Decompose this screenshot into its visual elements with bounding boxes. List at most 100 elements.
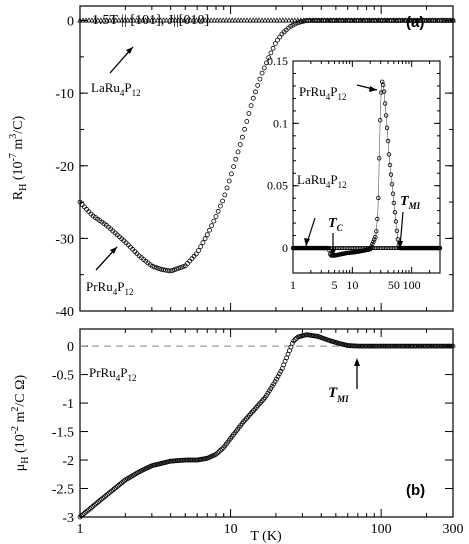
panel-a-laru4p12-point (342, 17, 349, 23)
inset-xtick-label: 50 (388, 278, 400, 292)
panel-b-tmi-arrowhead (354, 358, 360, 366)
panel-a-prru4p12-point (200, 240, 206, 246)
panel-b-prru4p12-point (272, 379, 278, 385)
panel-b-ytick-label: -1 (62, 397, 74, 412)
panel-a-laru4p12-point (148, 17, 155, 23)
panel-a-prru4p12-point (235, 149, 241, 155)
panel-b-prru4p12-point (274, 376, 279, 382)
panel-a-laru4p12-point (339, 17, 346, 23)
panel-a-laru4p12-point (229, 17, 235, 23)
panel-a-laru4p12-point (289, 17, 295, 23)
panel-a-prru4p12-point (211, 218, 217, 224)
panel-a-series-label-prru4p12: PrRu4P12 (86, 279, 133, 297)
inset-prru4p12-point (374, 229, 379, 234)
panel-a-laru4p12-point (259, 17, 265, 23)
panel-a-laru4p12-point (268, 17, 274, 23)
panel-a-laru4p12-point (307, 17, 313, 23)
panel-a-laru4p12-point (396, 17, 403, 23)
panel-a-laru4p12-point (411, 17, 417, 23)
panel-a-laru4p12-point (80, 17, 86, 23)
panel-b-prru4p12-point (81, 511, 87, 516)
panel-b-ytick-labels: 0 -0.5 -1 -1.5 -2 -2.5 -3 (52, 340, 74, 526)
panel-a-laru4p12-point (86, 17, 92, 23)
panel-a-laru4p12-point (247, 17, 253, 23)
panel-a-laru4p12-point (160, 17, 167, 23)
panel-a-laru4p12-point (172, 17, 179, 23)
panel-a-prru4p12-point (213, 214, 219, 219)
panel-a-ytick-label: -40 (55, 305, 74, 320)
inset-tmi-label: TMI (400, 194, 421, 211)
panel-a-laru4p12-point (154, 17, 161, 23)
panel-a-laru4p12-point (450, 17, 456, 23)
panel-a-laru4p12-point (262, 17, 268, 23)
inset-prru4p12-point (381, 89, 387, 94)
panel-a-laru4p12-point (423, 17, 429, 23)
panel-a-laru4p12-point (89, 17, 95, 23)
inset-prru4p12-point (385, 138, 391, 144)
panel-a-prru4p12-point (228, 171, 234, 177)
inset-series-label-prru4p12: PrRu4P12 (299, 84, 346, 102)
inset-marks (290, 79, 443, 258)
panel-a-laru4p12-point (298, 17, 304, 23)
panel-a-prru4p12-point (437, 18, 443, 23)
panel-a-laru4p12-point (232, 17, 238, 23)
panel-a-prru4p12-point (217, 203, 223, 209)
panel-a-laru4p12-point (196, 17, 203, 23)
inset-xtick-label: 100 (403, 278, 421, 292)
panel-a-laru4p12-point (107, 17, 113, 23)
panel-a-laru4p12-point (366, 17, 373, 23)
panel-a-laru4p12-point (369, 17, 376, 23)
panel-a-laru4p12-point (351, 17, 358, 23)
panel-a-laru4p12-point (429, 17, 435, 23)
panel-a-prru4p12-point (152, 264, 158, 270)
panel-b-ytick-label: -2 (62, 454, 74, 469)
panel-b-prru4p12-point (89, 505, 94, 510)
panel-a-prru4p12-point (202, 236, 208, 242)
panel-a-laru4p12-point (375, 17, 382, 23)
panel-a-prru4p12-point (167, 268, 173, 274)
panel-a-ytick-label: -30 (55, 232, 74, 247)
panel-a-prru4p12-point (193, 251, 199, 257)
panel-a-laru4p12-point (348, 17, 355, 23)
panel-a-laru4p12-point (295, 17, 301, 23)
panel-b-prru4p12-point (84, 508, 90, 514)
panel-a-prru4p12-point (226, 178, 232, 184)
panel-a-laru4p12-point (127, 17, 134, 23)
panel-a-laru4p12-point (333, 17, 340, 23)
panel-b-prru4p12-point (276, 371, 282, 377)
inset-prru4p12-point (393, 219, 399, 224)
inset-ytick-label: 0.15 (267, 54, 288, 68)
panel-a-prru4p12-point (246, 111, 252, 116)
panel-b-xtick-label: 100 (371, 522, 392, 537)
panel-a-laru4p12-point (354, 17, 361, 23)
panel-a-laru4p12-point (241, 17, 247, 23)
panel-a-prru4p12-point (242, 126, 248, 132)
panel-a-prru-arrowhead (110, 247, 117, 254)
panel-a-prru4p12-point (198, 244, 204, 250)
panel-a-laru4p12-point (405, 17, 411, 23)
panel-a-laru4p12-point (432, 17, 438, 23)
panel-a-laru4p12-point (217, 17, 223, 23)
panel-a-prru4p12-point (156, 266, 162, 271)
panel-a-laru4p12-point (345, 17, 352, 23)
panel-a-laru4p12-point (169, 17, 176, 23)
panel-a-prru4p12-point (237, 142, 243, 147)
panel-b-prru4p12-point (218, 447, 224, 453)
panel-a-laru4p12-point (101, 17, 107, 23)
panel-b-prru4p12-point (102, 494, 107, 500)
inset-prru4p12-point (386, 152, 392, 157)
panel-b-prru4p12-point (292, 337, 298, 342)
panel-a-laru4p12-point (393, 17, 400, 23)
panel-a-annotation: 1.5T || [101], J||[010] (92, 13, 209, 28)
panel-a-laru4p12-point (304, 17, 310, 23)
panel-b-prru4p12-point (109, 488, 114, 494)
panel-a-prru4p12-point (268, 50, 274, 56)
panel-b-xtick-labels: 1 10 100 300 (77, 522, 464, 537)
inset-xtick-label: 5 (331, 278, 337, 292)
panel-a-laru4p12-point (378, 17, 385, 23)
inset-prru4p12-point (391, 200, 397, 206)
panel-a-laru4p12-point (130, 17, 137, 23)
panel-a-laru4p12-point (283, 17, 289, 23)
panel-a-laru4p12-point (181, 17, 188, 23)
inset-prru4p12-point (376, 195, 381, 201)
